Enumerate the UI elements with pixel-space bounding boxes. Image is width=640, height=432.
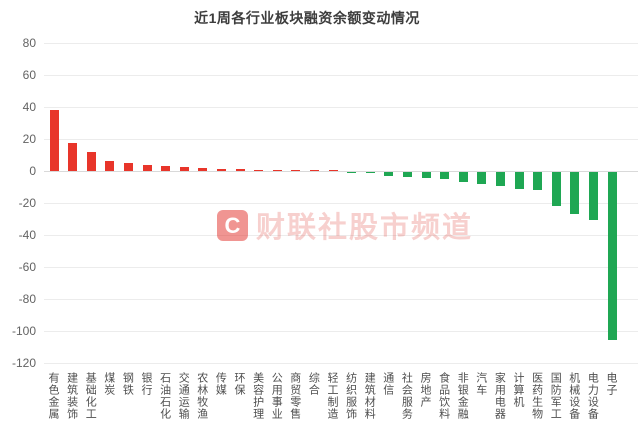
x-axis-label: 计算机 (512, 372, 524, 408)
x-axis-label: 家用电器 (493, 372, 506, 420)
y-axis-tick-label: -20 (18, 196, 36, 210)
gridline (44, 235, 638, 236)
bar-纺织服饰 (347, 172, 357, 173)
bar-机械设备 (570, 172, 580, 214)
gridline (44, 43, 638, 44)
y-axis-tick-label: 40 (22, 100, 36, 114)
bar-公用事业 (272, 170, 282, 171)
chart-title: 近1周各行业板块融资余额变动情况 (194, 10, 420, 26)
bar-建筑装饰 (68, 143, 78, 171)
gridline (44, 107, 638, 108)
bar-建筑材料 (365, 172, 375, 173)
bar-美容护理 (254, 170, 264, 171)
x-axis-label: 农林牧渔 (195, 372, 208, 420)
gridline (44, 203, 638, 204)
bar-通信 (384, 172, 394, 176)
bar-电子 (607, 172, 617, 340)
bar-综合 (309, 170, 319, 171)
bar-有色金属 (49, 110, 59, 171)
x-axis-label: 公用事业 (270, 372, 283, 420)
x-axis-label: 石油石化 (158, 372, 171, 420)
x-axis-label: 商贸零售 (288, 372, 301, 420)
bar-农林牧渔 (198, 168, 208, 171)
x-axis-label: 银行 (140, 372, 152, 396)
bar-社会服务 (402, 172, 412, 177)
y-axis-tick-label: 80 (22, 36, 36, 50)
x-axis-label: 环保 (233, 372, 245, 396)
bar-非银金融 (458, 172, 468, 182)
y-axis-tick-label: -120 (11, 356, 36, 370)
x-axis-label: 轻工制造 (326, 372, 338, 420)
bar-环保 (235, 169, 245, 171)
x-axis-label: 汽车 (474, 372, 487, 396)
bar-钢铁 (123, 163, 133, 171)
y-axis-tick-label: 0 (29, 164, 36, 178)
bar-计算机 (514, 172, 524, 189)
x-axis-label: 建筑材料 (363, 372, 376, 420)
bar-电力设备 (588, 172, 598, 220)
y-axis-tick-label: -100 (11, 324, 36, 338)
gridline (44, 75, 638, 76)
x-axis-label: 国防军工 (549, 372, 562, 420)
x-axis-label: 综合 (307, 372, 320, 396)
x-axis-label: 美容护理 (251, 372, 264, 420)
x-axis-label: 通信 (381, 372, 394, 396)
x-axis-label: 房地产 (419, 372, 431, 408)
y-axis-tick-label: 60 (22, 68, 36, 82)
gridline (44, 139, 638, 140)
x-axis-label: 煤炭 (102, 372, 115, 396)
bar-银行 (142, 165, 152, 171)
bar-房地产 (421, 172, 431, 178)
x-axis-label: 机械设备 (567, 372, 580, 420)
bar-商贸零售 (291, 170, 301, 171)
y-axis-tick-label: -60 (18, 260, 36, 274)
bar-轻工制造 (328, 170, 338, 171)
x-axis-label: 电力设备 (586, 372, 599, 420)
x-axis-label: 电子 (605, 372, 617, 396)
y-axis-tick-label: -40 (18, 228, 36, 242)
bar-交通运输 (179, 167, 189, 171)
y-axis-tick-label: 20 (22, 132, 36, 146)
gridline (44, 171, 638, 172)
x-axis-label: 基础化工 (84, 372, 97, 420)
x-axis-label: 建筑装饰 (65, 372, 78, 420)
gridline (44, 331, 638, 332)
x-axis-label: 食品饮料 (437, 372, 450, 420)
x-axis-label: 传媒 (214, 372, 227, 396)
bar-医药生物 (533, 172, 543, 190)
bar-煤炭 (105, 161, 115, 171)
x-axis-label: 医药生物 (530, 372, 543, 420)
bar-基础化工 (86, 152, 96, 171)
x-axis-label: 社会服务 (400, 372, 413, 420)
x-axis-label: 非银金融 (456, 372, 469, 420)
bar-传媒 (216, 169, 226, 171)
bar-石油石化 (161, 166, 171, 171)
y-axis-tick-label: -80 (18, 292, 36, 306)
watermark: C 财联社股市频道 (217, 204, 473, 246)
x-axis-label: 纺织服饰 (344, 372, 357, 420)
bar-汽车 (477, 172, 487, 184)
x-axis-label: 钢铁 (121, 372, 134, 396)
watermark-text: 财联社股市频道 (256, 212, 474, 244)
x-axis-label: 有色金属 (47, 372, 59, 420)
x-axis-label: 交通运输 (177, 372, 190, 420)
bar-国防军工 (551, 172, 561, 206)
bar-家用电器 (495, 172, 505, 186)
gridline (44, 267, 638, 268)
bar-食品饮料 (440, 172, 450, 179)
gridline (44, 363, 638, 364)
gridline (44, 299, 638, 300)
